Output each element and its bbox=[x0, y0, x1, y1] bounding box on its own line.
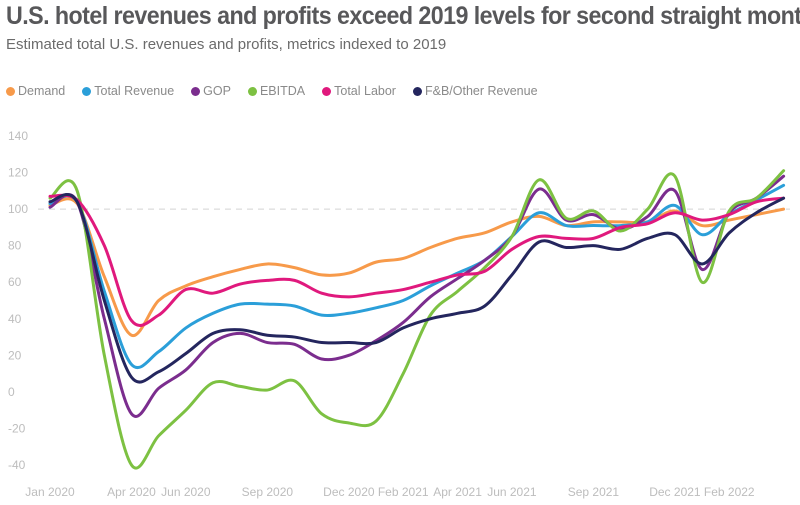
legend-label: Total Labor bbox=[334, 84, 396, 98]
x-tick-label: Apr 2020 bbox=[107, 485, 156, 499]
x-tick-label: Jun 2021 bbox=[487, 485, 537, 499]
legend-dot-icon bbox=[412, 86, 422, 96]
legend-label: Total Revenue bbox=[94, 84, 175, 98]
legend-label: GOP bbox=[203, 84, 231, 98]
legend-item-ebitda: EBITDA bbox=[247, 84, 306, 98]
x-tick-label: Sep 2020 bbox=[242, 485, 294, 499]
y-tick-label: 120 bbox=[8, 166, 28, 180]
legend-item-demand: Demand bbox=[6, 84, 65, 98]
legend-label: EBITDA bbox=[259, 84, 306, 98]
x-tick-label: Jun 2020 bbox=[161, 485, 211, 499]
series-line-f-b-other-revenue bbox=[48, 193, 786, 384]
x-tick-label: Feb 2021 bbox=[378, 485, 429, 499]
legend-item-f-b-other-revenue: F&B/Other Revenue bbox=[412, 84, 538, 98]
chart-title: U.S. hotel revenues and profits exceed 2… bbox=[6, 2, 800, 30]
series-line-total-labor bbox=[48, 193, 786, 327]
x-tick-label: Dec 2021 bbox=[649, 485, 701, 499]
x-tick-label: Jan 2020 bbox=[25, 485, 75, 499]
y-tick-label: 20 bbox=[8, 348, 22, 362]
chart-subtitle: Estimated total U.S. revenues and profit… bbox=[6, 36, 447, 53]
legend-dot-icon bbox=[6, 86, 15, 96]
series-line-total-revenue bbox=[48, 183, 786, 370]
x-tick-label: Dec 2020 bbox=[323, 485, 375, 499]
y-tick-label: 40 bbox=[8, 312, 22, 326]
y-tick-label: 140 bbox=[8, 129, 28, 143]
series-line-demand bbox=[48, 197, 786, 337]
y-tick-label: 0 bbox=[8, 385, 15, 399]
x-tick-label: Apr 2021 bbox=[433, 485, 482, 499]
legend-dot-icon bbox=[82, 86, 92, 96]
y-tick-label: 100 bbox=[8, 202, 28, 216]
legend-label: F&B/Other Revenue bbox=[424, 84, 538, 98]
x-tick-label: Sep 2021 bbox=[568, 485, 620, 499]
y-tick-label: -20 bbox=[8, 421, 26, 435]
legend-dot-icon bbox=[247, 86, 257, 96]
y-tick-label: -40 bbox=[8, 458, 26, 472]
legend-item-gop: GOP bbox=[191, 84, 231, 98]
series-line-ebitda bbox=[48, 169, 786, 470]
legend-item-total-labor: Total Labor bbox=[322, 84, 396, 98]
legend-dot-icon bbox=[191, 86, 201, 96]
y-tick-label: 60 bbox=[8, 275, 22, 289]
legend-label: Demand bbox=[18, 84, 66, 98]
legend: Demand Total Revenue GOP EBITDA Total Labor F… bbox=[6, 84, 555, 98]
x-tick-label: Feb 2022 bbox=[704, 485, 755, 499]
series-line-gop bbox=[48, 174, 786, 418]
y-tick-label: 80 bbox=[8, 239, 22, 253]
legend-dot-icon bbox=[322, 86, 332, 96]
legend-item-total-revenue: Total Revenue bbox=[82, 84, 174, 98]
